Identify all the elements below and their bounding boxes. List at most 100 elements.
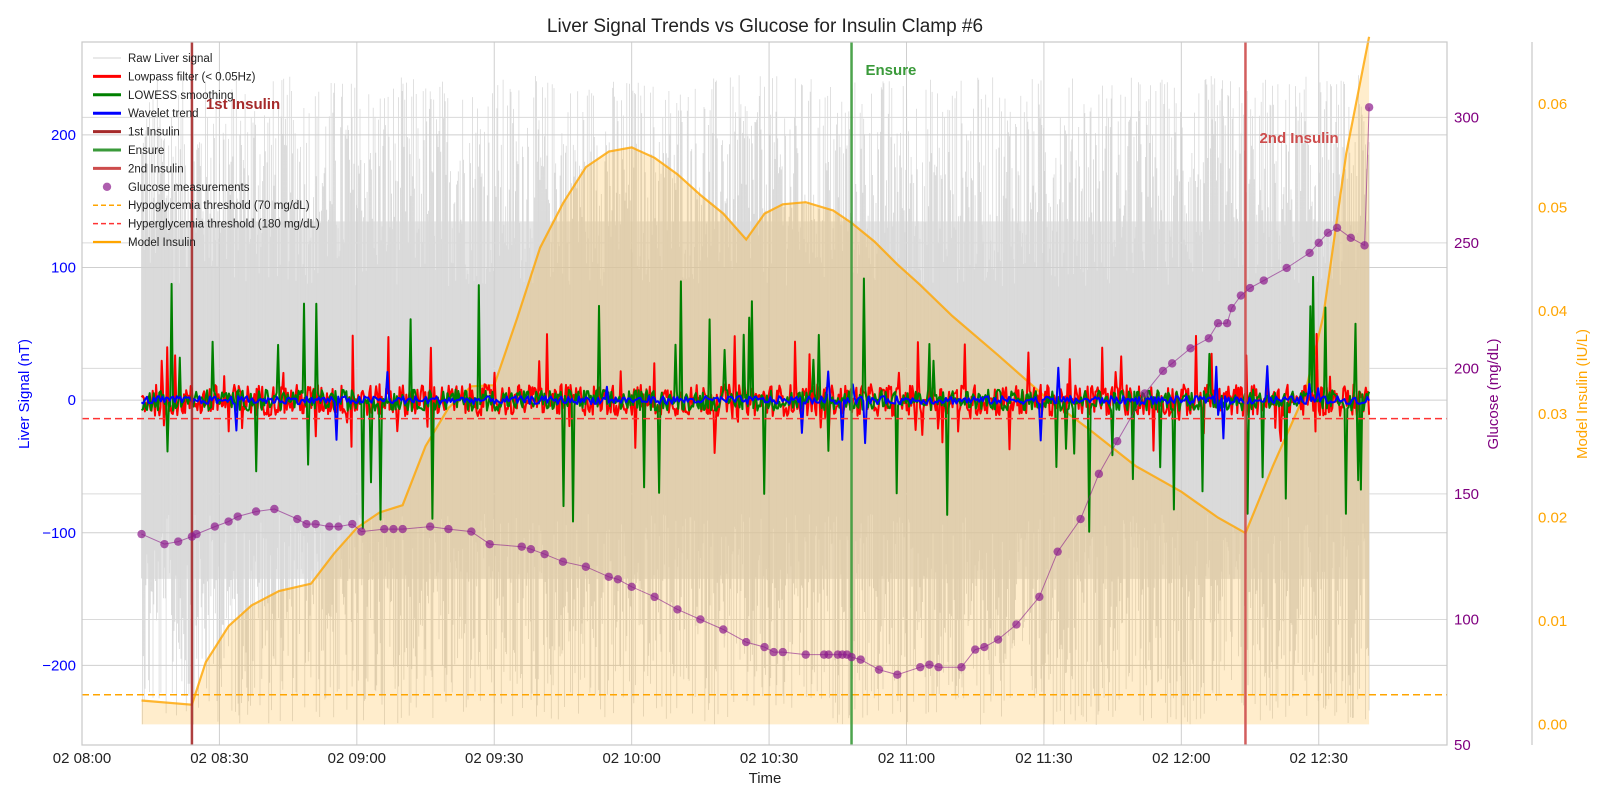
- legend-item: Raw Liver signal: [93, 53, 212, 65]
- glucose-point: [613, 575, 623, 584]
- y-tick-label-left: 200: [51, 127, 76, 144]
- legend-item: Hyperglycemia threshold (180 mg/dL): [93, 219, 320, 231]
- glucose-point: [993, 635, 1003, 644]
- glucose-point: [1140, 389, 1149, 398]
- legend-item: Glucose measurements: [102, 182, 250, 194]
- glucose-point: [540, 549, 549, 559]
- legend: Raw Liver signal Lowpass filter (< 0.05Hz…: [93, 53, 320, 249]
- threshold-layer: [82, 417, 1447, 696]
- glucose-line: [141, 107, 1370, 676]
- legend-item: Lowpass filter (< 0.05Hz): [93, 71, 256, 83]
- axes-layer: 02 08:00 02 08:30 02 09:00 02 09:30 02 10:00…: [42, 96, 1567, 767]
- glucose-point: [137, 529, 146, 539]
- glucose-point: [1332, 223, 1342, 232]
- glucose-point: [357, 527, 366, 536]
- glucose-point: [1035, 592, 1044, 602]
- glucose-point: [334, 522, 343, 531]
- model-insulin-line: [141, 36, 1371, 706]
- glucose-point: [581, 562, 591, 571]
- legend-item: Ensure: [93, 145, 164, 157]
- glucose-point: [604, 572, 613, 581]
- legend-label: Model Insulin: [128, 237, 196, 249]
- x-tick-label: 02 08:30: [190, 750, 248, 767]
- x-tick-label: 02 11:00: [878, 750, 935, 767]
- x-tick-label: 02 10:00: [602, 750, 660, 767]
- y-tick-label-insulin: 0.02: [1538, 510, 1567, 527]
- glucose-point: [1012, 620, 1021, 629]
- glucose-point: [389, 524, 398, 534]
- glucose-point: [874, 665, 884, 674]
- y-tick-label-left: 100: [51, 259, 76, 276]
- y-tick-label-glucose: 250: [1454, 235, 1479, 252]
- y-tick-label-left: −200: [42, 657, 76, 674]
- y-tick-label-glucose: 200: [1454, 360, 1479, 377]
- glucose-point: [801, 650, 810, 659]
- glucose-point: [302, 519, 311, 529]
- glucose-point: [741, 637, 751, 647]
- x-tick-label: 02 08:00: [53, 750, 111, 767]
- glucose-point: [778, 647, 788, 657]
- glucose-point: [760, 642, 769, 652]
- glucose-point: [627, 582, 636, 592]
- glucose-point: [1305, 248, 1314, 258]
- glucose-point: [934, 662, 943, 672]
- glucose-point: [1213, 319, 1223, 328]
- y-tick-label-left: 0: [68, 392, 76, 409]
- glucose-point: [1094, 469, 1104, 479]
- lowpass-filter-trace: [140, 332, 1371, 454]
- glucose-layer: [137, 103, 1374, 679]
- y-tick-label-glucose: 100: [1454, 611, 1479, 628]
- glucose-point: [293, 514, 302, 524]
- glucose-point: [893, 670, 902, 679]
- glucose-point: [425, 522, 435, 531]
- x-tick-label: 02 12:00: [1152, 750, 1210, 767]
- x-axis-label: Time: [749, 770, 782, 787]
- y-tick-label-glucose: 150: [1454, 486, 1479, 503]
- glucose-point: [173, 537, 183, 546]
- glucose-point: [719, 625, 728, 634]
- glucose-point: [1076, 514, 1085, 524]
- glucose-point: [517, 542, 526, 551]
- glucose-point: [957, 662, 966, 672]
- legend-label: Hyperglycemia threshold (180 mg/dL): [128, 219, 320, 231]
- legend-swatch: [102, 182, 112, 191]
- x-tick-label: 02 12:30: [1290, 750, 1348, 767]
- legend-label: Glucose measurements: [128, 182, 250, 194]
- legend-label: Wavelet trend: [128, 108, 199, 120]
- legend-item: 1st Insulin: [93, 127, 180, 139]
- glucose-point: [696, 615, 705, 624]
- y-tick-label-insulin: 0.03: [1538, 406, 1567, 423]
- legend-label: Lowpass filter (< 0.05Hz): [128, 71, 256, 83]
- wavelet-trend-trace: [140, 365, 1371, 445]
- glucose-point: [233, 512, 242, 521]
- event-label: Ensure: [866, 62, 917, 79]
- model-insulin-layer: [141, 36, 1371, 725]
- glucose-point: [1360, 241, 1369, 250]
- legend-label: Hypoglycemia threshold (70 mg/dL): [128, 200, 310, 212]
- y-tick-label-insulin: 0.00: [1538, 716, 1567, 733]
- glucose-point: [1323, 228, 1333, 238]
- legend-label: 1st Insulin: [128, 127, 180, 139]
- y-tick-label-glucose: 300: [1454, 109, 1479, 126]
- glucose-point: [847, 652, 856, 662]
- glucose-point: [380, 524, 389, 534]
- y-axis-label-left: Liver Signal (nT): [16, 339, 33, 449]
- glucose-point: [224, 517, 233, 526]
- glucose-point: [1282, 263, 1291, 273]
- plot-frame: [81, 41, 1533, 746]
- plot-border: [81, 41, 1448, 746]
- glucose-point: [348, 519, 357, 529]
- y-tick-label-insulin: 0.06: [1538, 96, 1567, 113]
- glucose-point: [1204, 334, 1214, 343]
- y-tick-label-insulin: 0.05: [1538, 199, 1567, 216]
- legend-label: 2nd Insulin: [128, 163, 184, 175]
- legend-label: LOWESS smoothing: [128, 90, 233, 102]
- glucose-point: [769, 647, 778, 657]
- glucose-point: [558, 557, 568, 566]
- legend-label: Raw Liver signal: [128, 53, 212, 65]
- chart-title: Liver Signal Trends vs Glucose for Insul…: [547, 16, 983, 37]
- glucose-point: [1364, 103, 1374, 112]
- glucose-point: [856, 655, 865, 664]
- x-tick-label: 02 11:30: [1015, 750, 1072, 767]
